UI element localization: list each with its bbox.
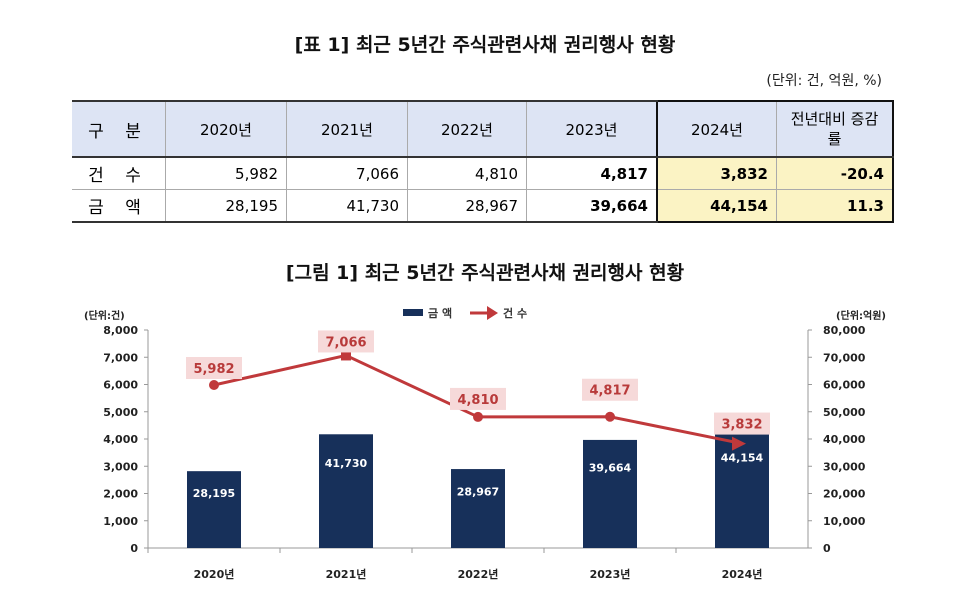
cell: 28,195 <box>165 189 287 223</box>
table-unit: (단위: 건, 억원, %) <box>766 73 882 89</box>
table-header-row: 구 분 2020년 2021년 2022년 2023년 2024년 전년대비 증… <box>72 100 894 158</box>
table-row: 건 수 5,982 7,066 4,810 4,817 3,832 -20.4 <box>72 157 894 190</box>
line-label-box <box>450 387 506 410</box>
header-2022: 2022년 <box>407 100 527 158</box>
left-tick-label: 7,000 <box>103 351 138 364</box>
bar-amount <box>715 427 769 548</box>
right-tick-label: 50,000 <box>823 406 866 419</box>
cell: 5,982 <box>165 157 287 190</box>
header-category: 구 분 <box>72 100 166 158</box>
x-tick-label: 2022년 <box>458 567 499 581</box>
cell: 7,066 <box>286 157 408 190</box>
header-2020: 2020년 <box>165 100 287 158</box>
bar-data-label: 44,154 <box>721 451 764 464</box>
x-tick-label: 2024년 <box>722 567 763 581</box>
line-data-label: 4,817 <box>589 384 630 399</box>
header-change-rate: 전년대비 증감률 <box>776 100 894 158</box>
cell: 44,154 <box>656 189 777 223</box>
cell: 4,810 <box>407 157 527 190</box>
stats-table: 구 분 2020년 2021년 2022년 2023년 2024년 전년대비 증… <box>72 100 894 223</box>
right-axis-label: (단위:억원) <box>836 309 886 322</box>
row-label: 건 수 <box>72 157 166 190</box>
legend-label-amount: 금 액 <box>428 307 452 320</box>
line-point <box>473 411 483 422</box>
line-point <box>605 411 615 422</box>
line-label-box <box>186 356 242 379</box>
chart-title: [그림 1] 최근 5년간 주식관련사채 권리행사 현황 <box>285 262 685 284</box>
cell: 41,730 <box>286 189 408 223</box>
left-tick-label: 2,000 <box>103 488 138 501</box>
right-tick-label: 40,000 <box>823 433 866 446</box>
right-tick-label: 80,000 <box>823 324 866 337</box>
cell: 3,832 <box>656 157 777 190</box>
left-tick-label: 8,000 <box>103 324 138 337</box>
left-tick-label: 6,000 <box>103 379 138 392</box>
bar-data-label: 39,664 <box>589 461 632 474</box>
row-label: 금 액 <box>72 189 166 223</box>
line-point <box>341 350 351 361</box>
cell: 39,664 <box>526 189 657 223</box>
left-tick-label: 0 <box>130 542 138 555</box>
line-end-arrow <box>732 436 746 451</box>
right-tick-label: 10,000 <box>823 515 866 528</box>
line-data-label: 5,982 <box>193 362 234 377</box>
cell: 4,817 <box>526 157 657 190</box>
line-point <box>209 379 219 390</box>
combo-chart: 금 액 건 수 (단위:건) (단위:억원) 0 1,000 2,000 3,000 4… <box>84 306 886 581</box>
left-axis-label: (단위:건) <box>84 309 125 322</box>
table-title: [표 1] 최근 5년간 주식관련사채 권리행사 현황 <box>294 34 676 56</box>
bar-amount <box>583 439 637 548</box>
header-2023: 2023년 <box>526 100 657 158</box>
cell: 28,967 <box>407 189 527 223</box>
x-tick-label: 2021년 <box>326 567 367 581</box>
line-data-label: 7,066 <box>325 335 366 350</box>
legend: 금 액 건 수 <box>403 306 527 320</box>
line-label-box <box>714 412 770 435</box>
right-tick-label: 60,000 <box>823 379 866 392</box>
left-tick-label: 4,000 <box>103 433 138 446</box>
left-tick-label: 3,000 <box>103 460 138 473</box>
header-2021: 2021년 <box>286 100 408 158</box>
left-tick-label: 1,000 <box>103 515 138 528</box>
line-data-label: 3,832 <box>721 418 762 433</box>
bar-amount <box>187 471 241 548</box>
bar-data-label: 28,195 <box>193 487 235 500</box>
right-tick-label: 30,000 <box>823 460 866 473</box>
x-tick-label: 2020년 <box>194 567 235 581</box>
legend-arrow-icon <box>487 306 498 320</box>
legend-label-count: 건 수 <box>503 306 527 320</box>
right-tick-label: 70,000 <box>823 351 866 364</box>
line-data-label: 4,810 <box>457 393 498 408</box>
header-2024: 2024년 <box>656 100 777 158</box>
cell: 11.3 <box>776 189 894 223</box>
bar-data-label: 41,730 <box>325 457 368 470</box>
legend-bar-swatch <box>403 309 423 316</box>
table-row: 금 액 28,195 41,730 28,967 39,664 44,154 1… <box>72 189 894 223</box>
bar-amount <box>451 469 505 548</box>
cell: -20.4 <box>776 157 894 190</box>
x-tick-label: 2023년 <box>590 567 631 581</box>
right-tick-label: 20,000 <box>823 488 866 501</box>
bar-amount <box>319 434 373 548</box>
right-tick-label: 0 <box>823 542 831 555</box>
bar-data-label: 28,967 <box>457 485 499 498</box>
line-label-box <box>582 378 638 401</box>
left-tick-label: 5,000 <box>103 406 138 419</box>
line-label-box <box>318 330 374 353</box>
